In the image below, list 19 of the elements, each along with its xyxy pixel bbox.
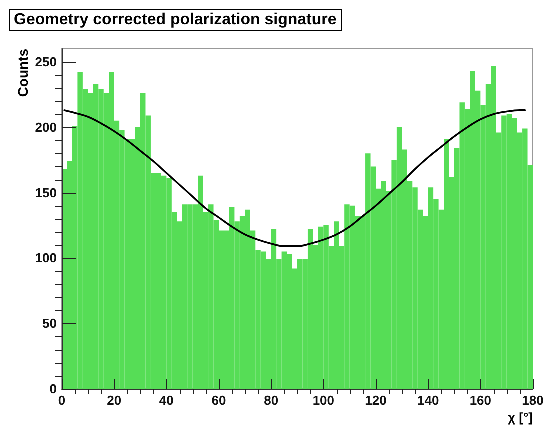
x-tick-label: 180 [522, 393, 544, 408]
y-tick-label: 150 [35, 185, 57, 200]
x-tick-label: 100 [312, 393, 335, 408]
x-tick-label: 80 [264, 393, 279, 408]
chart-title: Geometry corrected polarization signature [14, 12, 337, 28]
x-tick-label: 20 [107, 393, 122, 408]
x-tick-label: 120 [365, 393, 387, 408]
x-tick-label: 40 [159, 393, 174, 408]
y-tick-label: 0 [50, 382, 57, 396]
y-tick-label: 250 [35, 54, 57, 70]
y-tick-label: 50 [42, 316, 57, 332]
line-series [64, 110, 526, 248]
y-axis-title: Counts [15, 48, 31, 98]
y-tick-label: 100 [35, 250, 57, 266]
x-tick-label: 140 [417, 393, 440, 408]
x-tick-label: 60 [212, 393, 226, 408]
x-tick-label: 160 [470, 393, 492, 408]
x-axis-title: χ [°] [508, 410, 533, 425]
y-tick-label: 200 [35, 120, 57, 135]
